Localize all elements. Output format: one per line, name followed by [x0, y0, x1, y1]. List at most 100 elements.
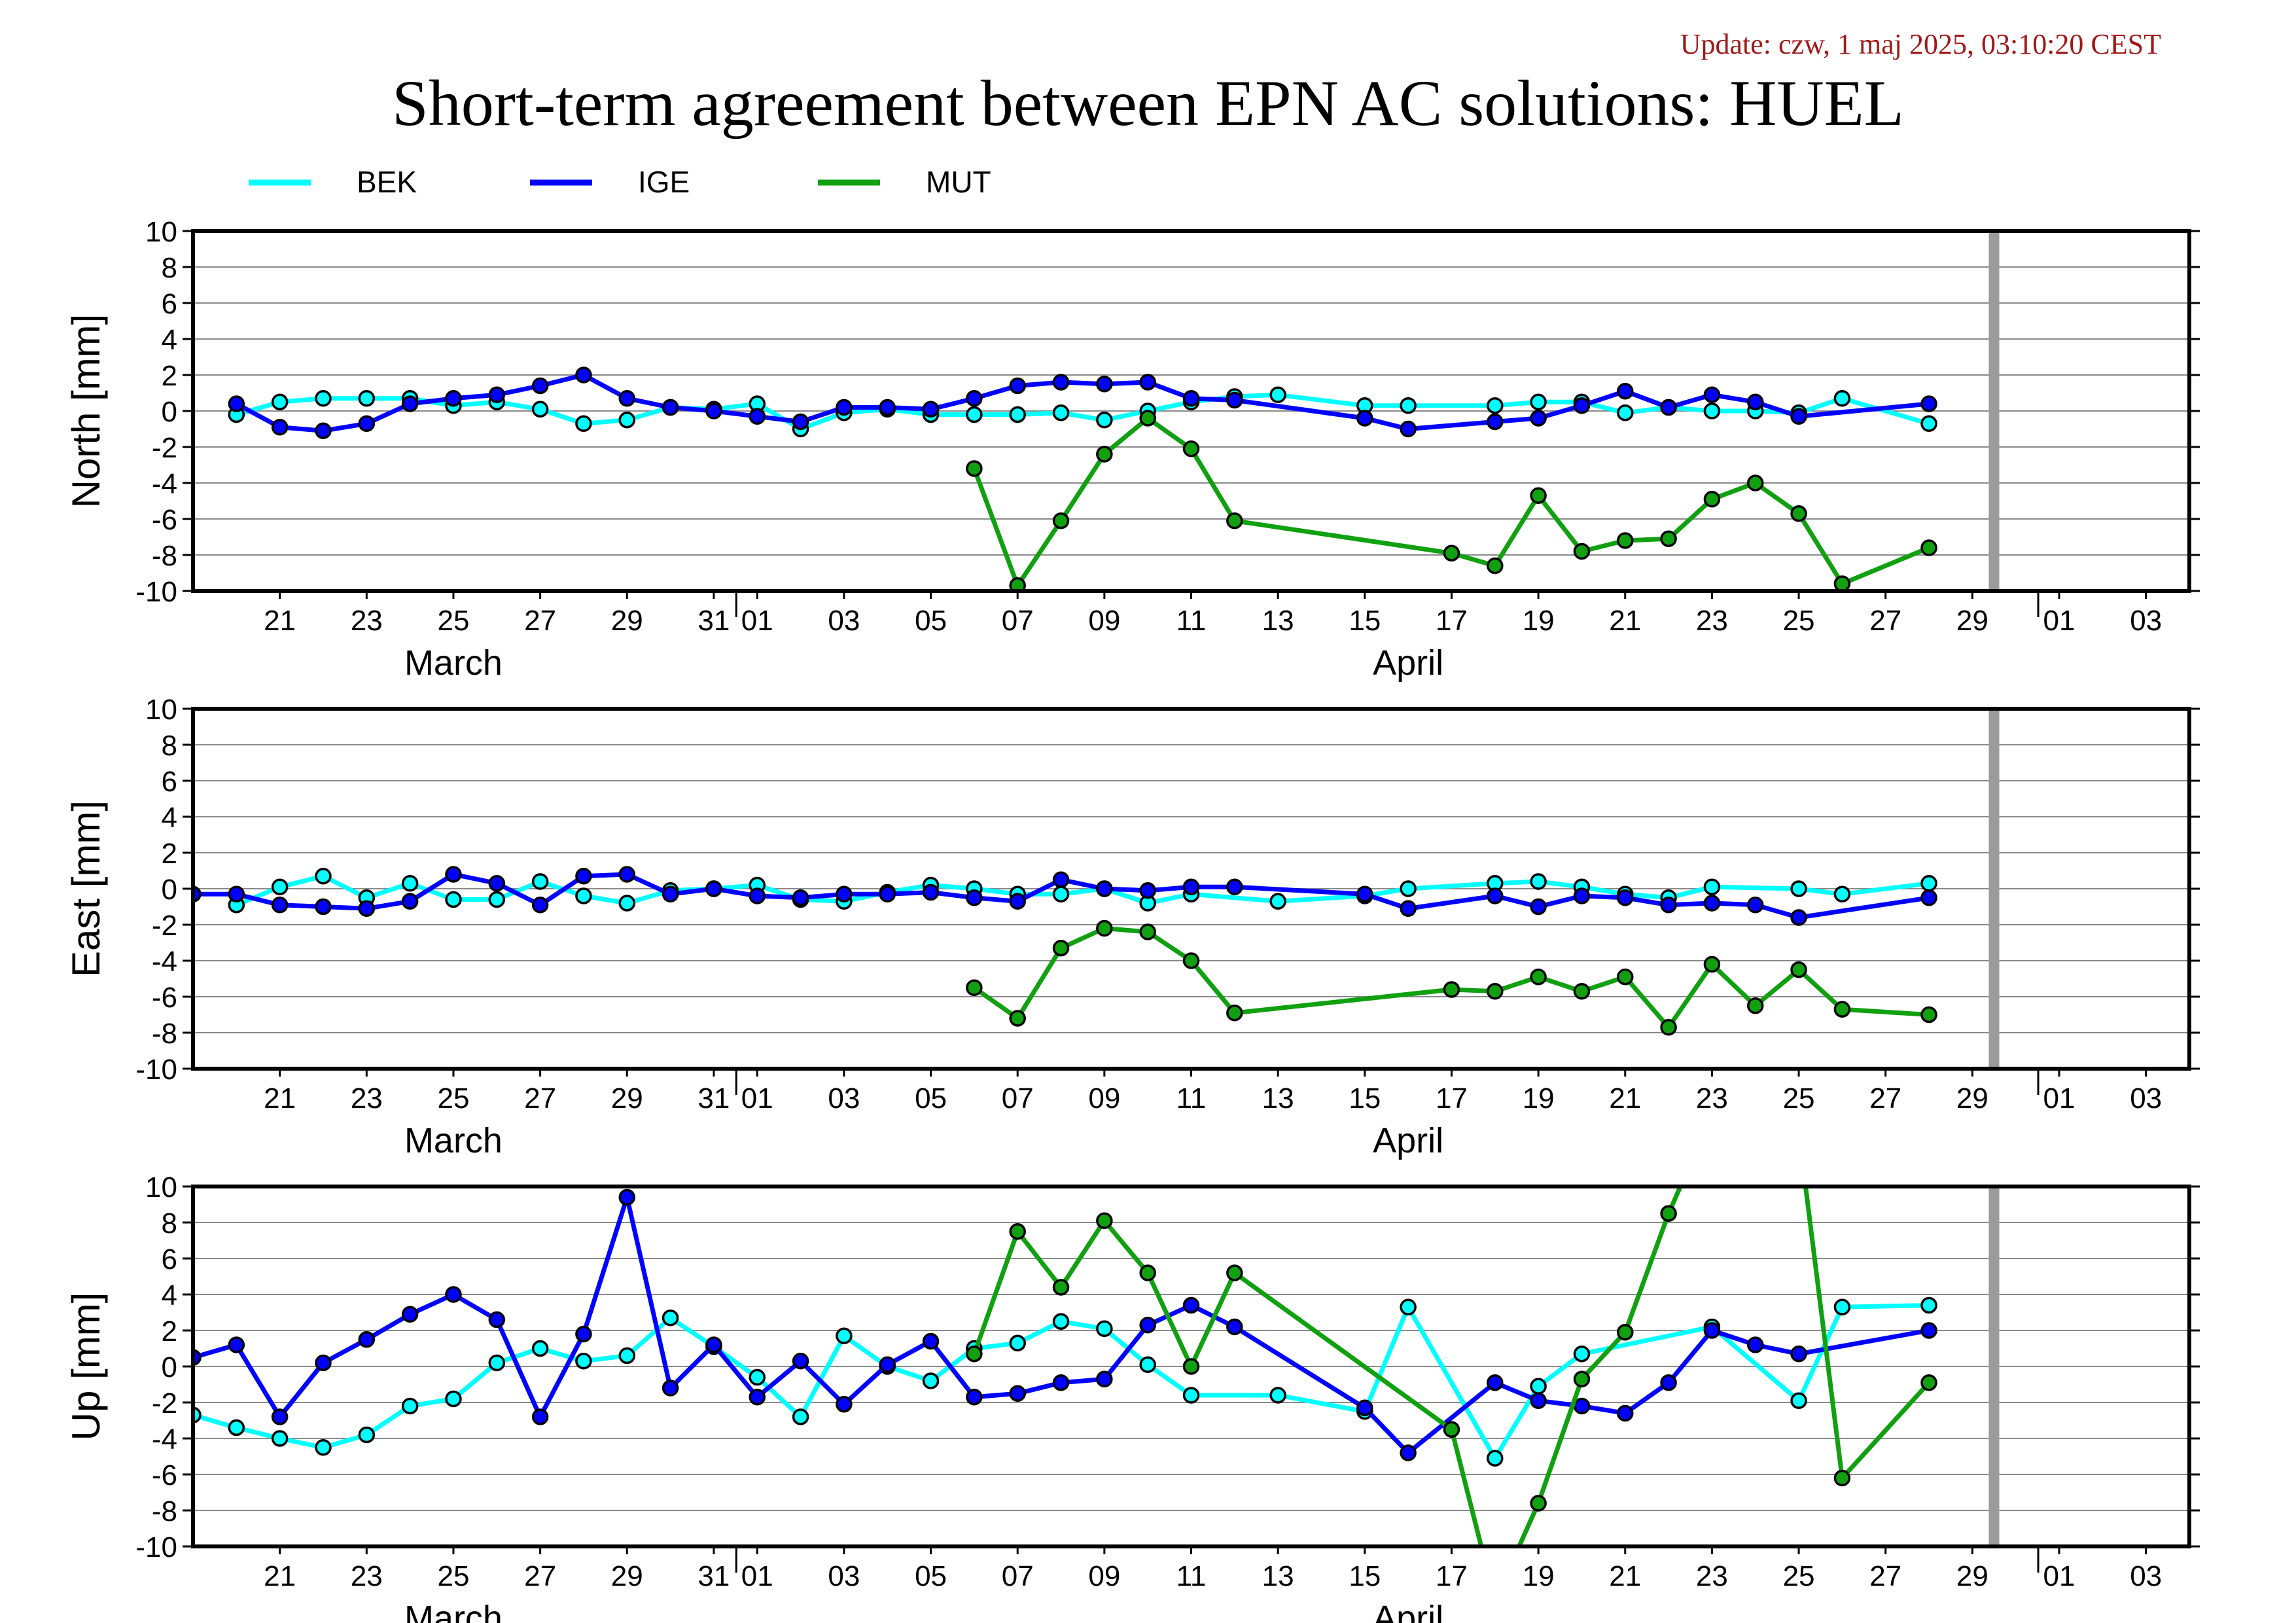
data-point-bek [315, 868, 332, 885]
x-tick-label: 11 [1176, 1560, 1207, 1592]
y-tick-label: -4 [152, 1423, 177, 1455]
data-point-mut [1226, 512, 1243, 529]
x-tick-label: 01 [741, 1560, 773, 1592]
data-point-mut [1573, 1370, 1591, 1387]
data-point-mut [1660, 1205, 1677, 1222]
y-axis-label: East [mm] [64, 800, 108, 977]
x-tick-label: 03 [2130, 1082, 2162, 1115]
panel-east: -10 -8 -6 -4 -2 0 2 4 6 8 10 21 23 25 27 29 31 01 03 05 07 09… [64, 694, 2200, 1160]
series-line-bek [193, 1303, 1930, 1461]
data-point-ige [1617, 889, 1634, 906]
data-point-bek [1400, 1298, 1417, 1315]
data-point-bek [315, 390, 332, 407]
y-tick-label: -2 [152, 910, 177, 942]
data-point-bek [966, 406, 983, 423]
data-point-ige [445, 1286, 462, 1303]
data-point-mut [1703, 955, 1721, 973]
data-point-ige [228, 395, 245, 412]
data-point-mut [1833, 1469, 1851, 1487]
data-point-ige [1703, 1322, 1721, 1339]
x-tick-label: 21 [1609, 1082, 1641, 1115]
y-tick-label: 0 [162, 396, 177, 428]
x-tick-label: 11 [1176, 605, 1207, 637]
x-tick-label: 07 [1002, 1082, 1034, 1115]
data-point-bek [445, 1390, 462, 1408]
current-date-marker [1988, 1186, 2000, 1546]
data-point-ige [1660, 897, 1677, 914]
data-point-ige [1487, 413, 1504, 431]
data-point-ige [1487, 887, 1504, 904]
y-tick-label: -10 [135, 1531, 177, 1563]
data-point-mut [1792, 1126, 1806, 1140]
month-label: March [404, 1599, 503, 1623]
y-tick-label: -10 [135, 576, 177, 608]
y-tick-label: 4 [162, 1279, 177, 1311]
data-point-ige [271, 419, 289, 436]
y-tick-label: 2 [162, 838, 177, 870]
data-point-ige [1226, 1318, 1243, 1336]
data-point-ige [749, 408, 766, 425]
x-tick-label: 09 [1088, 1560, 1120, 1592]
x-tick-label: 25 [437, 1082, 469, 1115]
x-tick-label: 11 [1176, 1082, 1207, 1115]
x-tick-label: 29 [1956, 605, 1988, 637]
data-point-ige [749, 1389, 766, 1406]
data-point-ige [1096, 376, 1113, 393]
data-point-ige [966, 1389, 983, 1406]
data-point-bek [1920, 415, 1937, 432]
data-point-bek [618, 412, 636, 429]
data-point-mut [966, 1346, 983, 1363]
data-point-ige [618, 866, 636, 883]
x-tick-label: 23 [1696, 605, 1728, 637]
data-point-bek [358, 1426, 376, 1444]
data-point-mut [1790, 961, 1807, 978]
data-point-bek [1487, 1450, 1504, 1467]
data-point-bek [1920, 1296, 1937, 1314]
data-point-bek [358, 390, 376, 407]
x-tick-label: 01 [2043, 1082, 2075, 1115]
data-point-ige [966, 390, 983, 407]
x-tick-label: 27 [1869, 1082, 1901, 1115]
data-point-bek [575, 887, 592, 904]
data-point-mut [1182, 952, 1200, 969]
x-tick-label: 21 [264, 605, 296, 637]
data-point-ige [1790, 909, 1807, 926]
data-point-ige [1920, 889, 1937, 906]
data-point-bek [1009, 406, 1026, 423]
data-point-ige [1139, 374, 1156, 391]
x-tick-label: 01 [741, 1082, 773, 1115]
data-point-ige [315, 898, 332, 916]
legend: BEK IGE MUT [249, 165, 991, 199]
data-point-ige [749, 887, 766, 904]
data-point-ige [1400, 900, 1417, 917]
data-point-ige [922, 1332, 940, 1350]
data-point-bek [618, 895, 636, 912]
data-point-mut [1443, 1421, 1460, 1438]
data-point-bek [792, 1408, 809, 1425]
data-point-mut [1703, 491, 1721, 508]
data-point-ige [1226, 878, 1243, 895]
data-point-mut [1052, 512, 1070, 529]
y-tick-label: 6 [162, 1243, 177, 1275]
x-tick-label: 19 [1523, 1560, 1555, 1592]
data-point-bek [401, 1397, 419, 1415]
y-tick-label: 4 [162, 324, 177, 356]
data-point-bek [1573, 1346, 1591, 1363]
data-point-ige [1182, 878, 1200, 895]
x-tick-label: 15 [1349, 1560, 1381, 1592]
data-point-bek [1269, 893, 1286, 910]
x-tick-label: 15 [1349, 1082, 1381, 1115]
x-tick-label: 23 [351, 1560, 383, 1592]
data-point-ige [488, 875, 506, 892]
data-point-bek [1530, 1378, 1547, 1395]
y-tick-label: 8 [162, 252, 177, 284]
data-point-mut [1443, 544, 1460, 562]
data-point-mut [1009, 1010, 1026, 1027]
series-line-mut [972, 416, 1930, 588]
y-tick-label: 4 [162, 802, 177, 834]
data-point-mut [1009, 1223, 1026, 1240]
x-tick-label: 03 [828, 1082, 860, 1115]
y-tick-label: 2 [162, 1315, 177, 1347]
data-point-mut [1487, 983, 1504, 1000]
